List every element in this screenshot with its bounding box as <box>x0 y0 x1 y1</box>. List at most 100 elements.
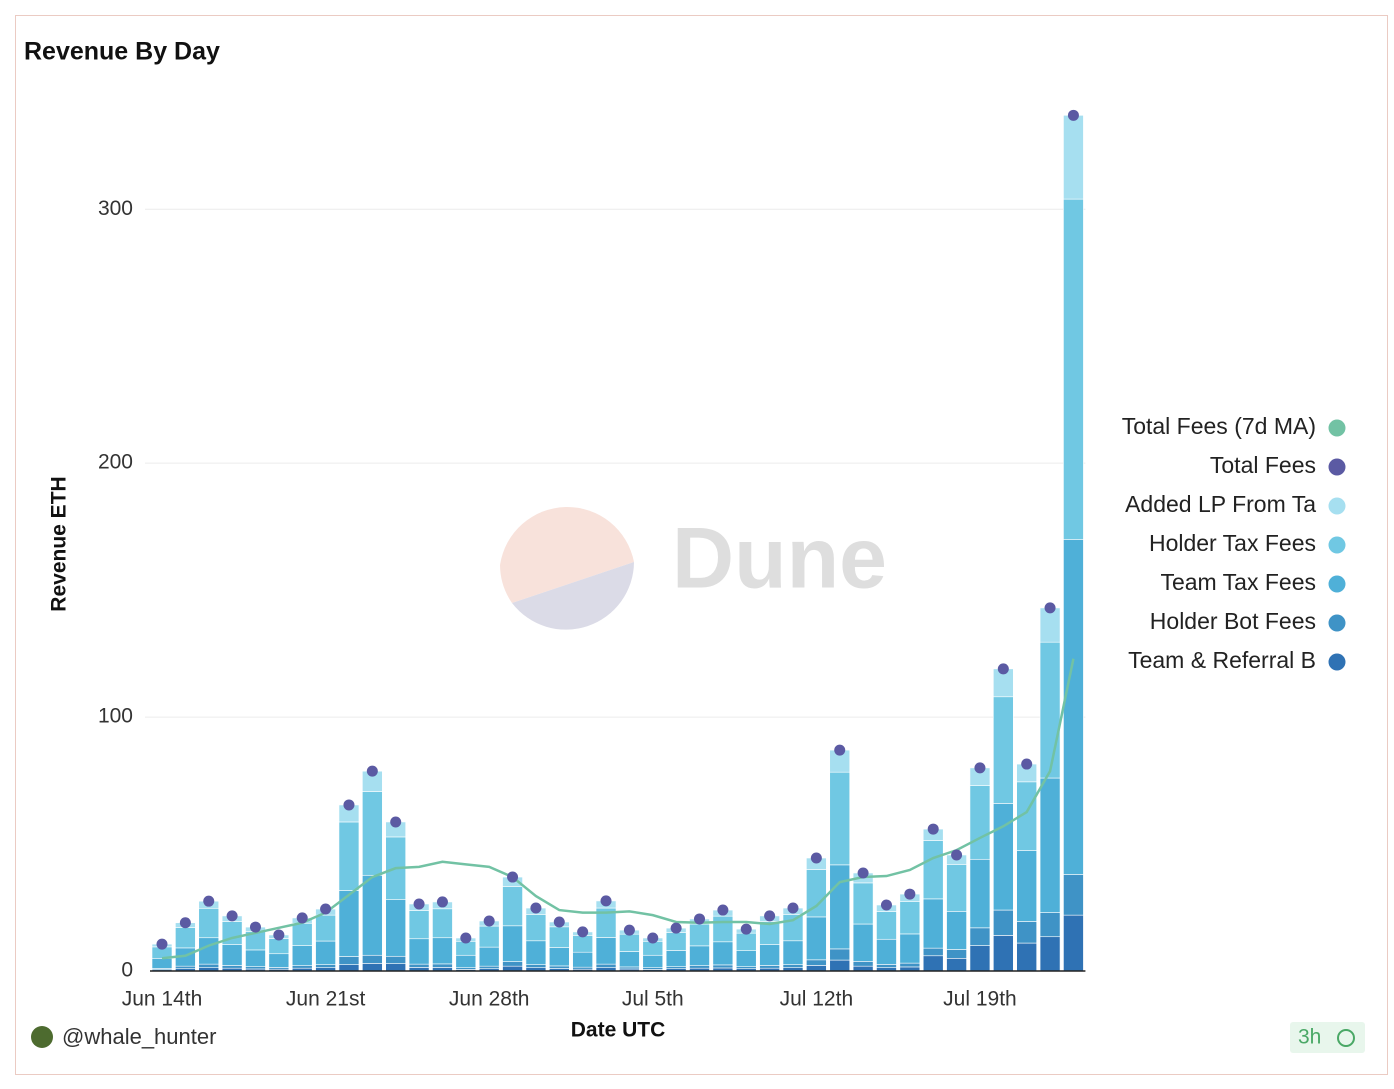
bar-segment <box>806 916 827 961</box>
total-dot <box>974 762 986 774</box>
bar-segment <box>502 925 523 962</box>
age: 3h <box>1298 1026 1321 1049</box>
bar-segment <box>946 949 967 959</box>
bar-segment <box>1016 921 1037 944</box>
bar-segment <box>1016 942 1037 972</box>
bar-segment <box>899 901 921 935</box>
total-dot <box>203 895 215 907</box>
bar-segment <box>268 953 290 968</box>
bar-segment <box>548 947 570 967</box>
bar-segment <box>198 907 220 939</box>
bar-segment <box>338 956 360 965</box>
bar-segment <box>432 908 453 939</box>
x-tick-label: Jul 5th <box>622 988 684 1011</box>
legend-swatch <box>1328 653 1346 671</box>
bar-segment <box>876 938 897 965</box>
bar-segment <box>735 932 757 951</box>
bar-segment <box>175 927 196 949</box>
bar-segment <box>291 945 313 966</box>
bar-segment <box>899 962 921 968</box>
total-dot <box>226 910 238 922</box>
bar-segment <box>291 965 313 969</box>
total-dot <box>694 913 706 925</box>
y-tick-label: 200 <box>98 451 133 474</box>
bar-segment <box>1063 539 1084 875</box>
bar-segment <box>362 954 383 964</box>
bar-segment <box>221 965 243 969</box>
bar-segment <box>385 899 407 957</box>
bar-segment <box>315 914 336 942</box>
bar-segment <box>619 951 640 968</box>
bar-segment <box>829 771 851 866</box>
bar-segment <box>782 940 804 965</box>
bar-segment <box>922 898 944 949</box>
bar-segment <box>665 966 687 970</box>
author[interactable]: @whale_hunter <box>62 1024 216 1049</box>
bar-segment <box>689 945 710 966</box>
bar-segment <box>362 791 383 876</box>
bar-segment <box>1016 850 1037 922</box>
bar-segment <box>525 940 547 965</box>
bar-segment <box>245 966 266 970</box>
bar-segment <box>198 937 220 965</box>
bar-segment <box>338 821 360 891</box>
bar-segment <box>689 923 710 947</box>
bar-segment <box>852 882 874 925</box>
x-tick-label: Jul 12th <box>780 988 854 1011</box>
bar-segment <box>432 937 453 965</box>
legend-swatch <box>1328 536 1346 554</box>
total-dot <box>273 929 285 941</box>
watermark-text: Dune <box>672 511 887 607</box>
legend-label: Team & Referral B <box>1128 647 1316 673</box>
total-dot <box>1044 602 1056 614</box>
total-dot <box>670 922 682 934</box>
total-dot <box>857 867 869 879</box>
bar-segment <box>1039 912 1061 938</box>
bar-segment <box>525 964 547 968</box>
bar-segment <box>1063 914 1084 972</box>
bar-segment <box>806 959 827 966</box>
total-dot <box>577 926 589 938</box>
check-icon <box>1337 1029 1355 1047</box>
total-dot <box>320 903 332 915</box>
bar-segment <box>829 864 851 950</box>
bar-segment <box>712 915 734 943</box>
bar-segment <box>852 923 874 962</box>
total-dot <box>951 849 963 861</box>
bar-segment <box>221 944 243 966</box>
bar-segment <box>876 911 897 940</box>
bar-segment <box>151 958 173 969</box>
y-tick-label: 100 <box>98 705 133 728</box>
bar-segment <box>268 938 290 955</box>
bar-segment <box>408 910 430 940</box>
y-tick-label: 300 <box>98 197 133 220</box>
bar-segment <box>922 840 944 900</box>
bar-segment <box>572 935 593 953</box>
bar-segment <box>876 964 897 968</box>
bar-segment <box>408 963 430 968</box>
moving-average-line <box>161 658 1075 960</box>
bar-segment <box>478 946 500 967</box>
total-dot <box>647 932 659 944</box>
bar-segment <box>619 933 640 952</box>
total-dot <box>249 921 261 933</box>
logo-top <box>500 507 634 603</box>
bar-segment <box>665 950 687 967</box>
total-dot <box>904 888 916 900</box>
x-tick-label: Jun 14th <box>122 988 203 1011</box>
x-tick-label: Jul 19th <box>943 988 1017 1011</box>
bar-segment <box>922 955 944 972</box>
bar-segment <box>782 914 804 942</box>
bar-segment <box>315 940 336 965</box>
bar-segment <box>362 963 383 972</box>
total-dot <box>436 896 448 908</box>
total-dot <box>507 871 519 883</box>
logo-bottom <box>512 562 634 630</box>
total-dot <box>764 910 776 922</box>
bar-segment <box>385 963 407 972</box>
bar-segment <box>969 945 991 972</box>
bar-segment <box>525 914 547 942</box>
bar-segment <box>408 938 430 965</box>
bar-segment <box>595 937 617 965</box>
bar-segment <box>759 944 780 966</box>
